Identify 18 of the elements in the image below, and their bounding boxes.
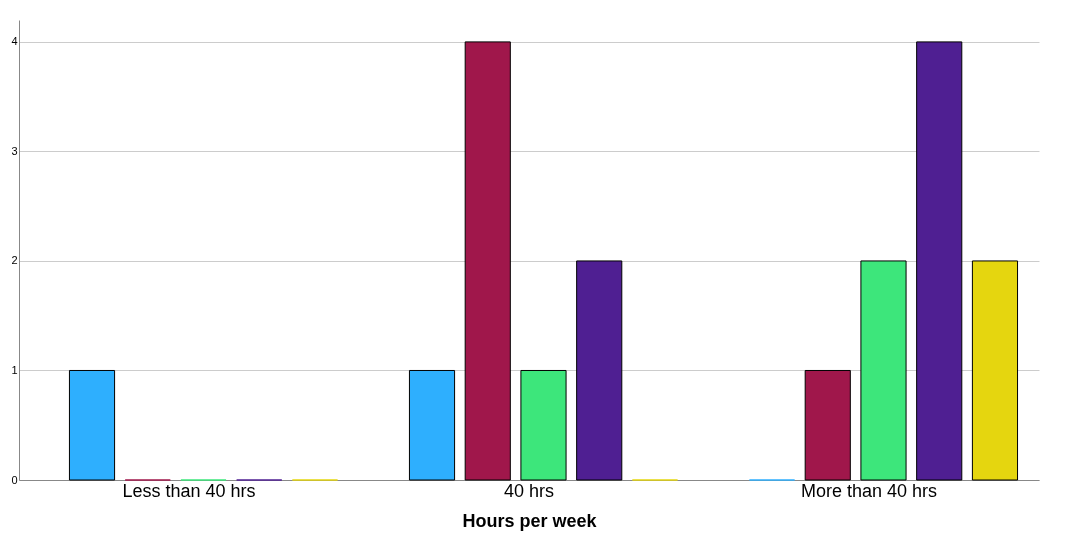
- bar: [860, 260, 907, 481]
- x-axis-title: Hours per week: [462, 510, 598, 531]
- y-tick-label: 3: [11, 144, 18, 157]
- bar: [971, 260, 1019, 481]
- bar: [576, 260, 623, 481]
- y-tick-label: 4: [11, 35, 18, 48]
- bar: [408, 369, 456, 481]
- x-tick-label: 40 hrs: [503, 480, 555, 501]
- y-tick-label: 2: [11, 254, 18, 267]
- bar: [520, 369, 567, 481]
- bar: [464, 41, 511, 481]
- bar: [916, 41, 963, 481]
- x-tick-label: Less than 40 hrs: [122, 480, 256, 501]
- x-tick-label: More than 40 hrs: [800, 480, 938, 501]
- bar: [68, 369, 116, 481]
- y-tick-label: 1: [11, 363, 18, 376]
- y-tick-label: 0: [11, 473, 18, 486]
- bar: [804, 369, 851, 481]
